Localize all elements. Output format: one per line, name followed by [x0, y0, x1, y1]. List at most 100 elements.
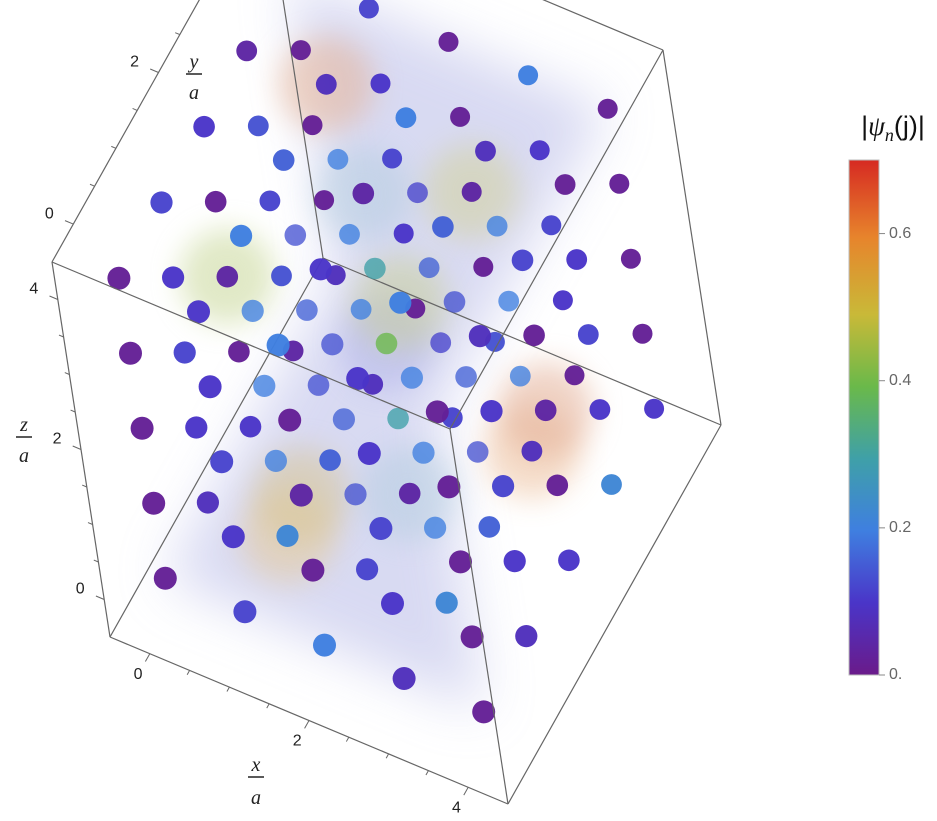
lattice-point: [364, 257, 386, 280]
lattice-point: [418, 257, 440, 279]
lattice-point: [264, 449, 287, 472]
lattice-point: [241, 299, 264, 322]
colorbar-tick-label: 0.: [889, 666, 902, 683]
lattice-point: [395, 107, 417, 129]
box-edge: [109, 257, 324, 638]
lattice-point: [566, 249, 588, 270]
lattice-point: [247, 115, 269, 137]
lattice-point: [313, 633, 336, 657]
box-edge: [449, 49, 664, 430]
box-edge: [449, 428, 509, 805]
lattice-point: [216, 265, 239, 288]
z-tick: [95, 595, 105, 600]
colorbar-tick-label: 0.4: [889, 372, 911, 389]
box-front-edges: [51, 0, 722, 805]
y-axis-label-den: a: [189, 82, 199, 104]
lattice-point: [425, 400, 449, 424]
box-edge: [662, 49, 722, 426]
z-tick-label: 4: [29, 281, 38, 298]
lattice-point: [276, 524, 299, 548]
box-edge: [282, 0, 324, 259]
y-tick: [174, 32, 180, 36]
lattice-point: [438, 31, 459, 52]
lattice-point: [319, 449, 341, 471]
lattice-point: [272, 149, 295, 171]
lattice-point: [253, 374, 276, 397]
lattice-point: [278, 408, 302, 432]
lattice-point: [601, 474, 622, 495]
x-axis-label: x a: [248, 754, 264, 809]
lattice-point: [389, 291, 412, 314]
colorbar-tick-label: 0.2: [889, 519, 911, 536]
z-tick: [87, 522, 93, 525]
lattice-point: [289, 483, 313, 507]
lattice-point: [173, 341, 196, 364]
z-tick-label: 0: [76, 581, 85, 598]
lattice-point: [301, 558, 325, 582]
lattice-point: [534, 399, 557, 422]
colorbar: |ψn(j)| 0. 0.2 0.4 0.6: [848, 111, 925, 683]
lattice-point: [193, 115, 215, 138]
lattice-point: [461, 181, 482, 202]
lattice-point: [307, 374, 330, 396]
lattice-point: [346, 367, 370, 390]
lattice-point: [315, 73, 337, 95]
lattice-point: [589, 399, 611, 420]
lattice-point: [119, 341, 142, 365]
lattice-point: [597, 98, 618, 119]
lattice-point: [424, 516, 447, 539]
lattice-point: [302, 115, 323, 136]
lattice-point: [198, 375, 222, 399]
lattice-point: [153, 566, 177, 590]
lattice-point: [233, 600, 257, 624]
z-axis-label-num: z: [19, 414, 28, 436]
lattice-point: [432, 216, 454, 238]
lattice-point: [523, 324, 545, 347]
lattice-point: [541, 215, 562, 236]
x-tick: [226, 686, 230, 692]
box-edge: [51, 261, 451, 430]
y-tick: [64, 220, 74, 225]
box-back-edges: [109, 0, 722, 638]
box-edge: [51, 0, 200, 263]
lattice-point: [332, 408, 355, 431]
lattice-point: [475, 140, 496, 162]
axis-ticks: 024024024: [29, 32, 469, 816]
lattice-point: [266, 333, 290, 357]
lattice-point: [449, 550, 472, 574]
lattice-point: [529, 140, 550, 161]
z-tick: [58, 334, 64, 338]
lattice-point: [492, 475, 515, 498]
lattice-point: [387, 407, 409, 430]
y-tick: [150, 68, 159, 73]
lattice-point: [511, 249, 534, 272]
lattice-point: [564, 365, 585, 386]
lattice-point: [339, 223, 360, 245]
lattice-point: [577, 324, 599, 345]
lattice-point: [327, 148, 349, 170]
lattice-point: [309, 258, 332, 281]
lattice-point: [521, 440, 543, 462]
y-tick: [132, 108, 138, 111]
lattice-point: [644, 398, 665, 419]
lattice-point: [357, 442, 381, 465]
lattice-point: [478, 516, 501, 538]
lattice-point: [369, 517, 393, 540]
lattice-point: [546, 474, 569, 497]
lattice-point: [460, 625, 484, 649]
lattice-point: [352, 182, 375, 205]
box-edge: [109, 636, 509, 805]
y-tick: [111, 145, 117, 149]
lattice-point: [236, 40, 258, 62]
lattice-point: [437, 475, 461, 499]
lattice-point: [473, 256, 494, 277]
lattice-point: [480, 400, 503, 423]
colorbar-title: |ψn(j)|: [861, 111, 925, 145]
x-tick: [425, 770, 429, 776]
y-axis-label-num: y: [188, 51, 199, 73]
y-tick-label: 0: [45, 205, 54, 222]
lattice-point: [150, 191, 173, 214]
box-edge: [51, 261, 111, 638]
z-axis-label: z a: [16, 414, 32, 467]
